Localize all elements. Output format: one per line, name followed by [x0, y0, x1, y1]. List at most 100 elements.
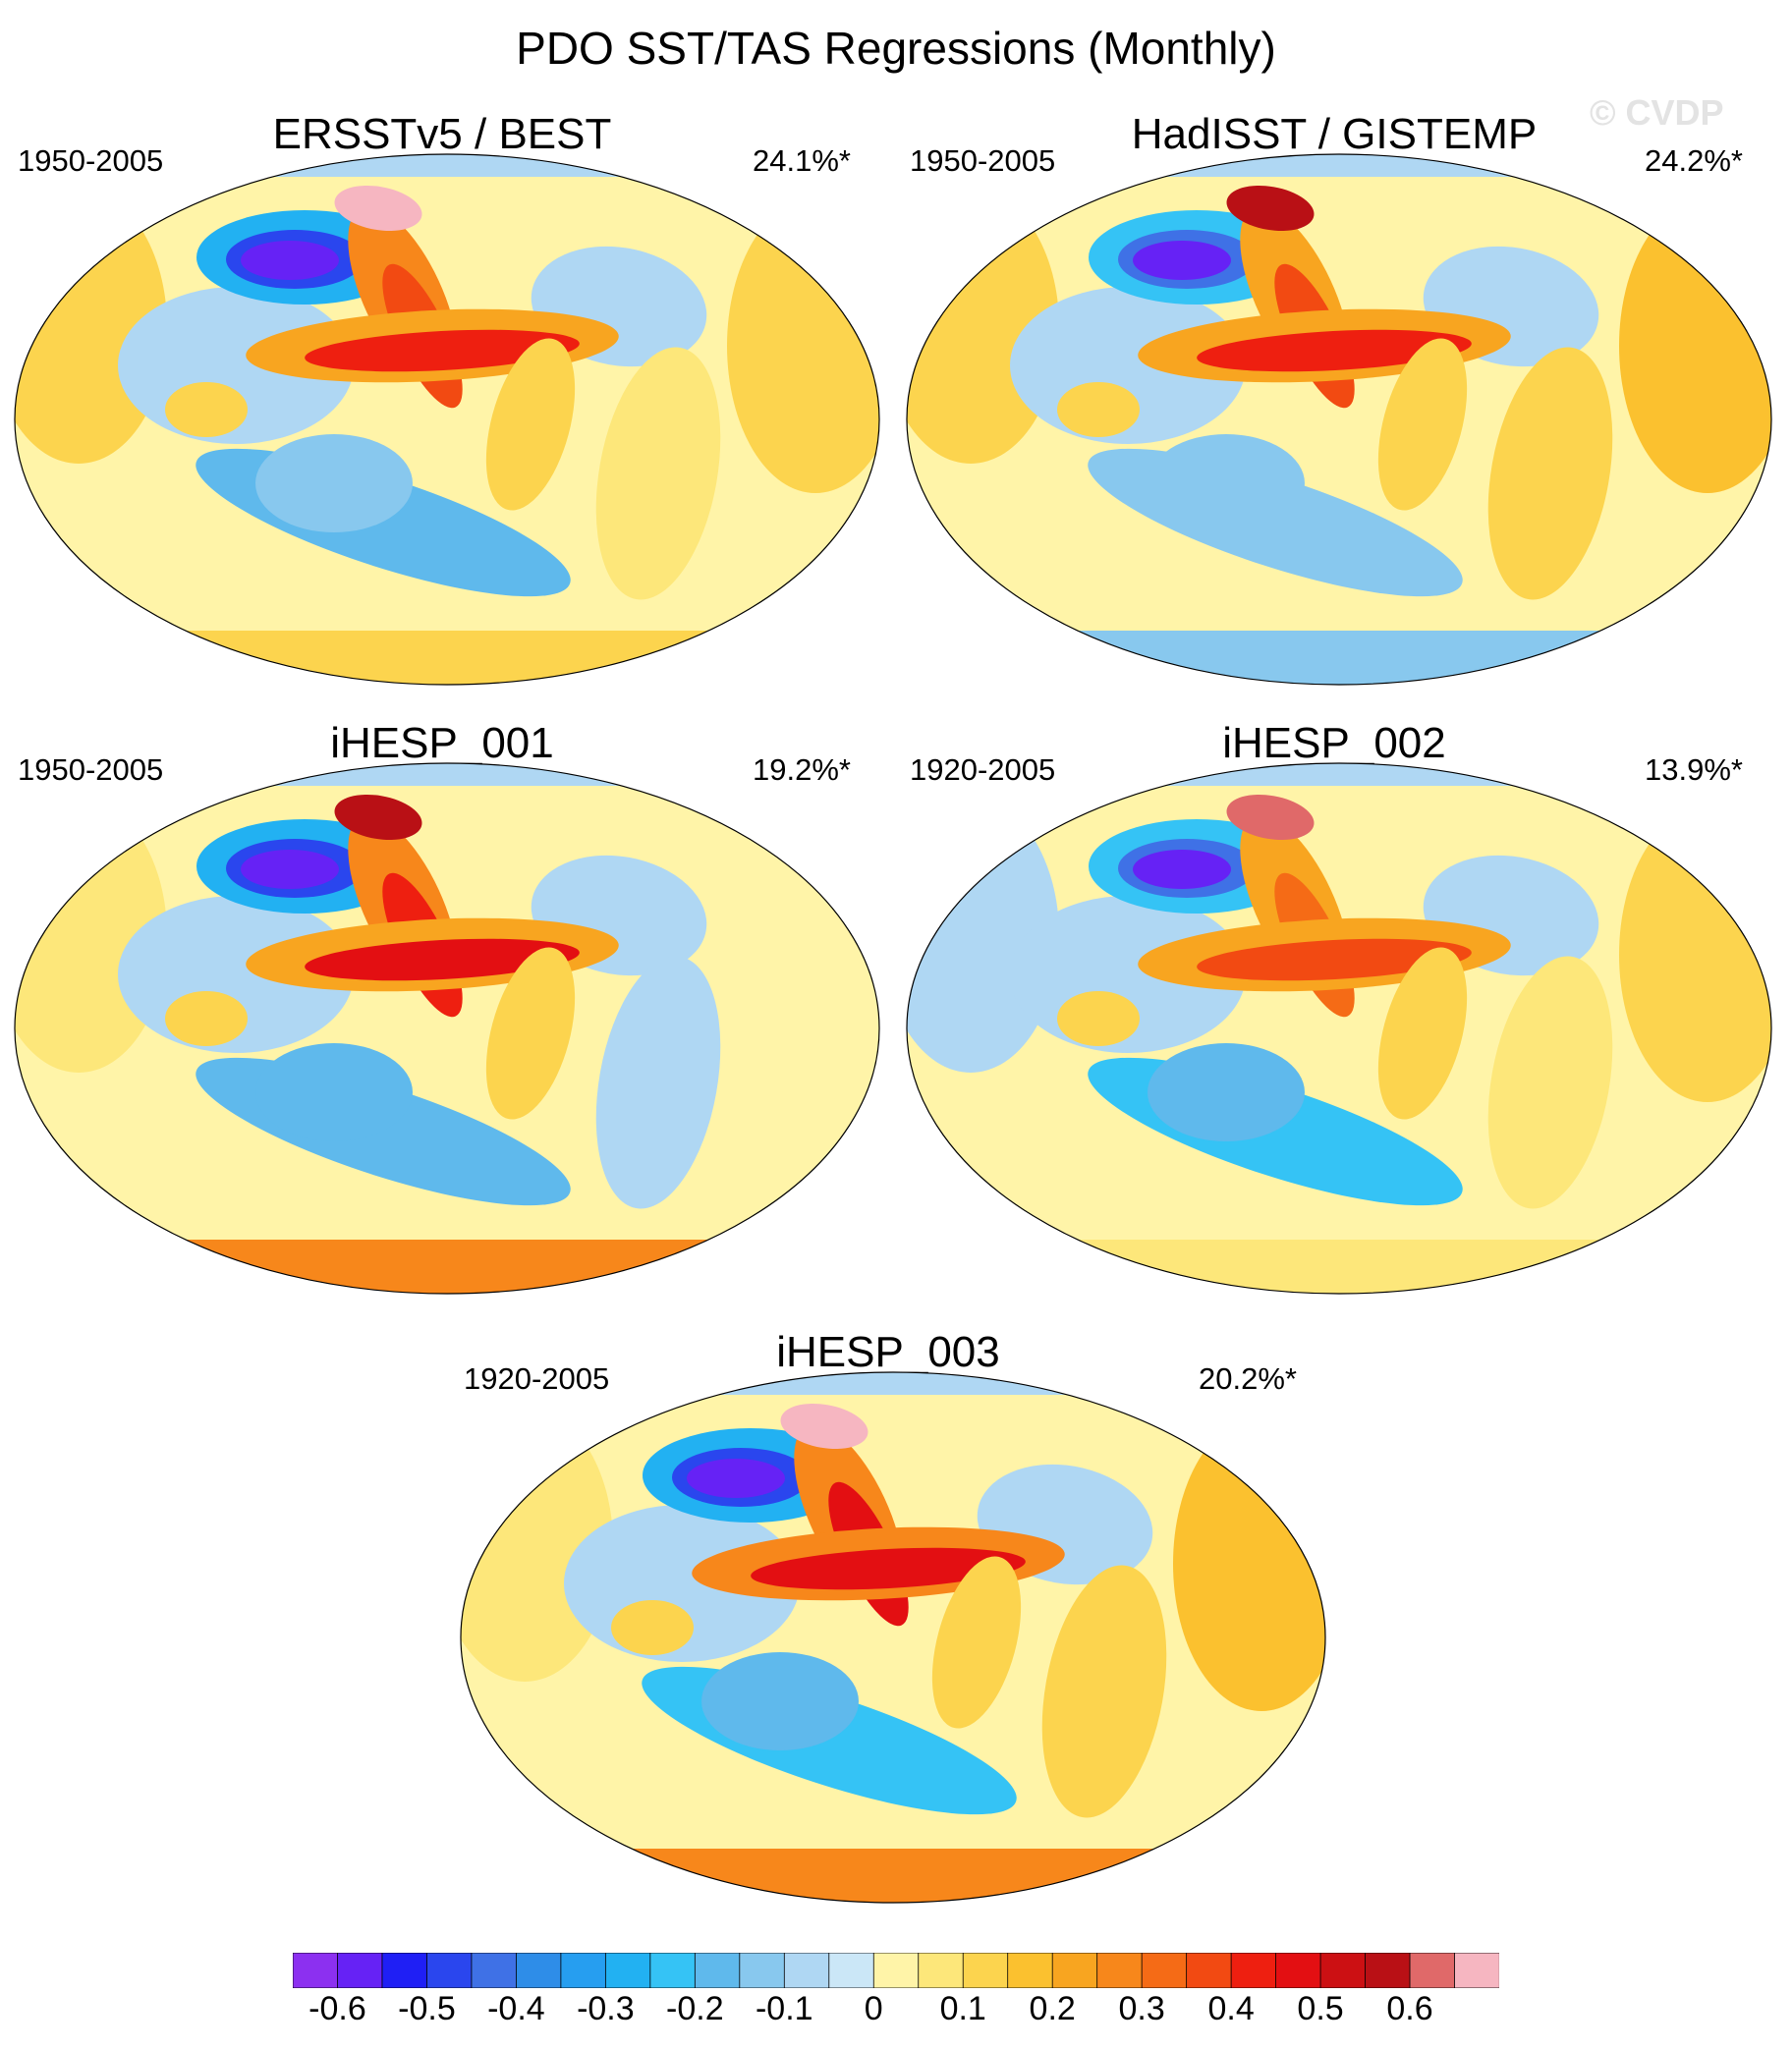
panel-period: 1950-2005 — [18, 143, 164, 178]
tropical-pacific-core — [1197, 938, 1472, 981]
panel-title: iHESP_002 — [1222, 719, 1446, 767]
tropical-atlantic — [1487, 956, 1613, 1209]
colorbar-cell — [426, 1953, 473, 1988]
colorbar-cell — [516, 1953, 562, 1988]
sw-pacific — [1148, 1043, 1305, 1141]
alaska — [780, 1403, 868, 1450]
colorbar-cell — [1454, 1953, 1499, 1988]
antarctica — [15, 1240, 879, 1294]
colorbar-tick-label: 0.4 — [1207, 1990, 1255, 2027]
north-pacific-core — [241, 241, 339, 280]
antarctica — [15, 631, 879, 685]
figure-title: PDO SST/TAS Regressions (Monthly) — [516, 23, 1276, 74]
tropical-pacific-core — [751, 1547, 1026, 1590]
colorbar-tick-label: 0.2 — [1029, 1990, 1076, 2027]
tropical-pacific-core — [305, 329, 580, 372]
map-field — [15, 154, 879, 685]
tropical-atlantic — [595, 956, 721, 1209]
australia — [611, 1600, 694, 1655]
colorbar-tick-label: 0.5 — [1297, 1990, 1344, 2027]
colorbar-cell — [649, 1953, 697, 1988]
map-field — [907, 763, 1771, 1294]
colorbar-tick-label: -0.4 — [487, 1990, 545, 2027]
colorbar-cell — [381, 1953, 428, 1988]
map-boundary — [14, 153, 880, 686]
alaska — [1226, 794, 1315, 841]
south-america — [1377, 947, 1468, 1120]
colorbar-cell — [872, 1953, 920, 1988]
colorbar-cell — [293, 1953, 339, 1988]
north-pacific-core — [1133, 850, 1231, 889]
panel-period: 1920-2005 — [464, 1361, 610, 1396]
map-plot — [14, 153, 880, 686]
panel-title: iHESP_003 — [776, 1328, 1000, 1376]
map-boundary — [460, 1371, 1326, 1904]
panel-title: HadISST / GISTEMP — [1131, 110, 1538, 158]
colorbar-cell — [918, 1953, 964, 1988]
panel-2: HadISST / GISTEMP 1950-2005 24.2%* — [892, 110, 1776, 709]
tropical-pacific-core — [1197, 329, 1472, 372]
map-boundary — [906, 153, 1772, 686]
colorbar-cell — [962, 1953, 1009, 1988]
alaska — [334, 794, 422, 841]
colorbar — [293, 1953, 1499, 1988]
sw-pacific — [1148, 434, 1305, 532]
map-field — [15, 763, 879, 1294]
north-pacific-core — [241, 850, 339, 889]
antarctica — [907, 1240, 1771, 1294]
panel-variance-percent: 24.1%* — [753, 143, 851, 178]
tropical-atlantic — [1487, 347, 1613, 600]
colorbar-tick-label: -0.3 — [577, 1990, 635, 2027]
australia — [165, 382, 248, 437]
panel-period: 1950-2005 — [18, 752, 164, 787]
colorbar-cell — [337, 1953, 383, 1988]
panel-period: 1920-2005 — [910, 752, 1056, 787]
colorbar-cell — [783, 1953, 830, 1988]
colorbar-cell — [1186, 1953, 1232, 1988]
colorbar-cell — [694, 1953, 741, 1988]
arctic-cap — [15, 763, 879, 786]
colorbar-cell — [471, 1953, 518, 1988]
colorbar-tick-label: 0.1 — [939, 1990, 986, 2027]
australia — [165, 991, 248, 1046]
map-field — [461, 1372, 1325, 1903]
sw-pacific — [255, 434, 413, 532]
panel-variance-percent: 20.2%* — [1199, 1361, 1297, 1396]
alaska — [334, 185, 422, 232]
colorbar-cell — [1275, 1953, 1321, 1988]
australia — [1057, 382, 1140, 437]
colorbar-cell — [739, 1953, 785, 1988]
colorbar-cell — [828, 1953, 874, 1988]
south-america — [931, 1556, 1022, 1729]
australia — [1057, 991, 1140, 1046]
colorbar-cell — [1096, 1953, 1143, 1988]
tropical-pacific-core — [305, 938, 580, 981]
colorbar-cell — [604, 1953, 651, 1988]
sw-pacific — [255, 1043, 413, 1141]
panel-period: 1950-2005 — [910, 143, 1056, 178]
map-plot — [906, 762, 1772, 1295]
alaska — [1226, 185, 1315, 232]
north-pacific-core — [1133, 241, 1231, 280]
map-boundary — [906, 762, 1772, 1295]
colorbar-cell — [1141, 1953, 1188, 1988]
south-america — [485, 947, 576, 1120]
colorbar-tick-label: -0.5 — [398, 1990, 456, 2027]
panel-5: iHESP_003 1920-2005 20.2%* — [446, 1328, 1330, 1927]
north-pacific-core — [687, 1459, 785, 1498]
panel-3: iHESP_001 1950-2005 19.2%* — [0, 719, 884, 1318]
panel-1: ERSSTv5 / BEST 1950-2005 24.1%* — [0, 110, 884, 709]
panel-variance-percent: 13.9%* — [1645, 752, 1743, 787]
map-boundary — [14, 762, 880, 1295]
arctic-cap — [15, 154, 879, 177]
panel-variance-percent: 24.2%* — [1645, 143, 1743, 178]
colorbar-cell — [1051, 1953, 1098, 1988]
panel-title: ERSSTv5 / BEST — [272, 110, 612, 158]
tropical-atlantic — [1041, 1565, 1167, 1818]
colorbar-tick-label: -0.1 — [755, 1990, 813, 2027]
antarctica — [461, 1849, 1325, 1903]
panel-4: iHESP_002 1920-2005 13.9%* — [892, 719, 1776, 1318]
colorbar-cell — [560, 1953, 607, 1988]
arctic-cap — [907, 154, 1771, 177]
colorbar-tick-label: -0.2 — [666, 1990, 724, 2027]
